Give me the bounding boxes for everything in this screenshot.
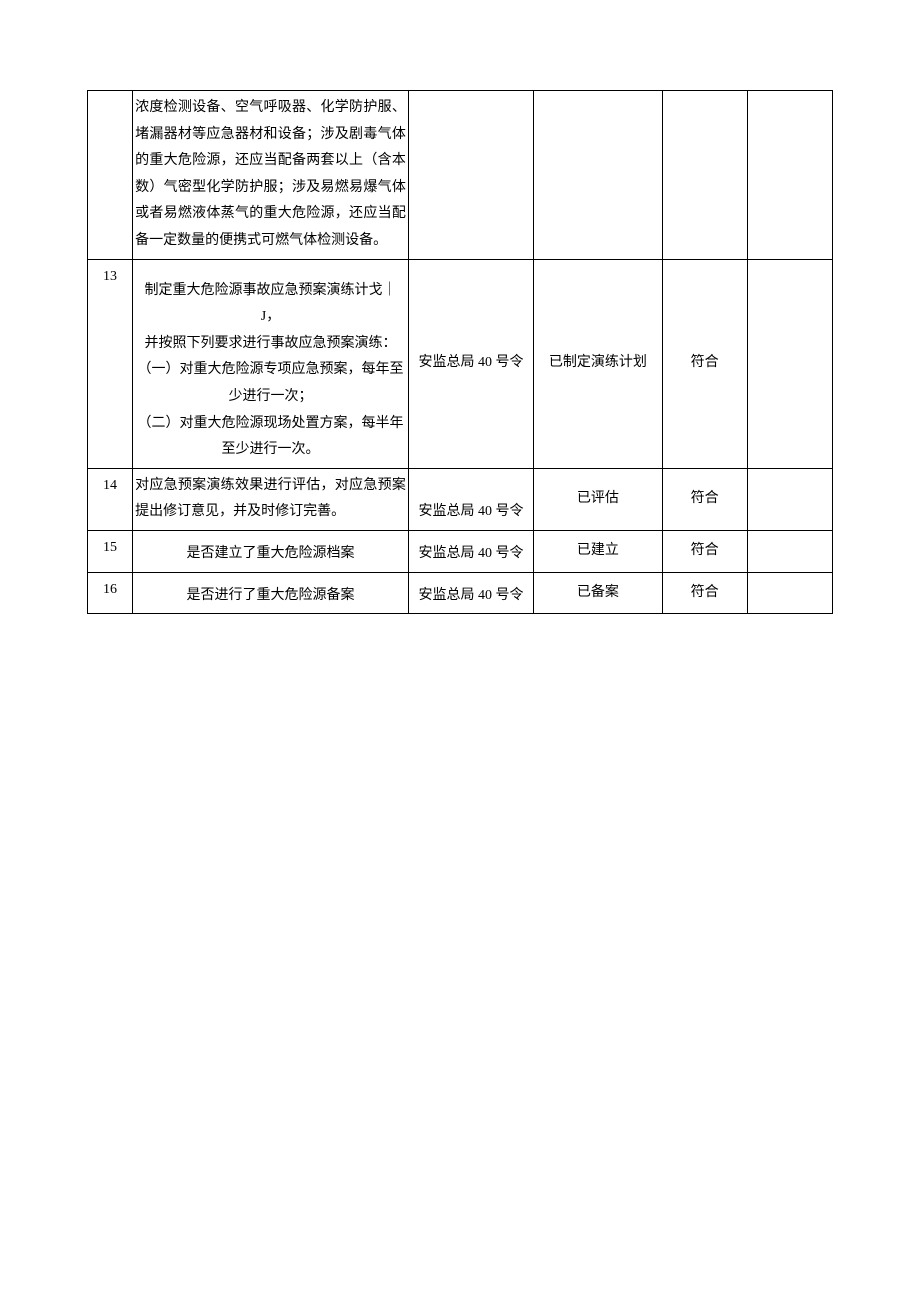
row-result: 符合: [662, 259, 747, 468]
table-row: 浓度检测设备、空气呼吸器、化学防护服、堵漏器材等应急器材和设备；涉及剧毒气体的重…: [88, 91, 833, 260]
row-status: 已建立: [534, 530, 662, 572]
row-number: 13: [88, 259, 133, 468]
content-line: 制定重大危险源事故应急预案演练计戈｜J，: [135, 278, 406, 331]
table-row: 15 是否建立了重大危险源档案 安监总局 40 号令 已建立 符合: [88, 530, 833, 572]
row-last: [747, 572, 832, 614]
row-result: 符合: [662, 530, 747, 572]
table-row: 16 是否进行了重大危险源备案 安监总局 40 号令 已备案 符合: [88, 572, 833, 614]
table-row: 14 对应急预案演练效果进行评估，对应急预案提出修订意见，并及时修订完善。 安监…: [88, 468, 833, 530]
row-reference: 安监总局 40 号令: [408, 572, 533, 614]
content-line: 少进行一次；: [135, 384, 406, 411]
row-number: [88, 91, 133, 260]
row-last: [747, 91, 832, 260]
compliance-table: 浓度检测设备、空气呼吸器、化学防护服、堵漏器材等应急器材和设备；涉及剧毒气体的重…: [87, 90, 833, 614]
row-reference: 安监总局 40 号令: [408, 259, 533, 468]
row-content: 浓度检测设备、空气呼吸器、化学防护服、堵漏器材等应急器材和设备；涉及剧毒气体的重…: [133, 91, 409, 260]
row-last: [747, 468, 832, 530]
row-reference: 安监总局 40 号令: [408, 530, 533, 572]
row-last: [747, 530, 832, 572]
content-line: （二）对重大危险源现场处置方案，每半年: [135, 411, 406, 438]
row-content: 制定重大危险源事故应急预案演练计戈｜J， 并按照下列要求进行事故应急预案演练： …: [133, 259, 409, 468]
row-content: 对应急预案演练效果进行评估，对应急预案提出修订意见，并及时修订完善。: [133, 468, 409, 530]
row-reference: [408, 91, 533, 260]
row-status: 已评估: [534, 468, 662, 530]
content-line: 至少进行一次。: [135, 437, 406, 464]
row-status: 已备案: [534, 572, 662, 614]
row-result: 符合: [662, 572, 747, 614]
row-result: [662, 91, 747, 260]
row-reference: 安监总局 40 号令: [408, 468, 533, 530]
row-status: 已制定演练计划: [534, 259, 662, 468]
row-number: 16: [88, 572, 133, 614]
row-number: 14: [88, 468, 133, 530]
row-content: 是否进行了重大危险源备案: [133, 572, 409, 614]
row-last: [747, 259, 832, 468]
content-line: （一）对重大危险源专项应急预案，每年至: [135, 357, 406, 384]
table-row: 13 制定重大危险源事故应急预案演练计戈｜J， 并按照下列要求进行事故应急预案演…: [88, 259, 833, 468]
content-line: 并按照下列要求进行事故应急预案演练：: [135, 331, 406, 358]
row-status: [534, 91, 662, 260]
row-result: 符合: [662, 468, 747, 530]
row-content: 是否建立了重大危险源档案: [133, 530, 409, 572]
row-number: 15: [88, 530, 133, 572]
